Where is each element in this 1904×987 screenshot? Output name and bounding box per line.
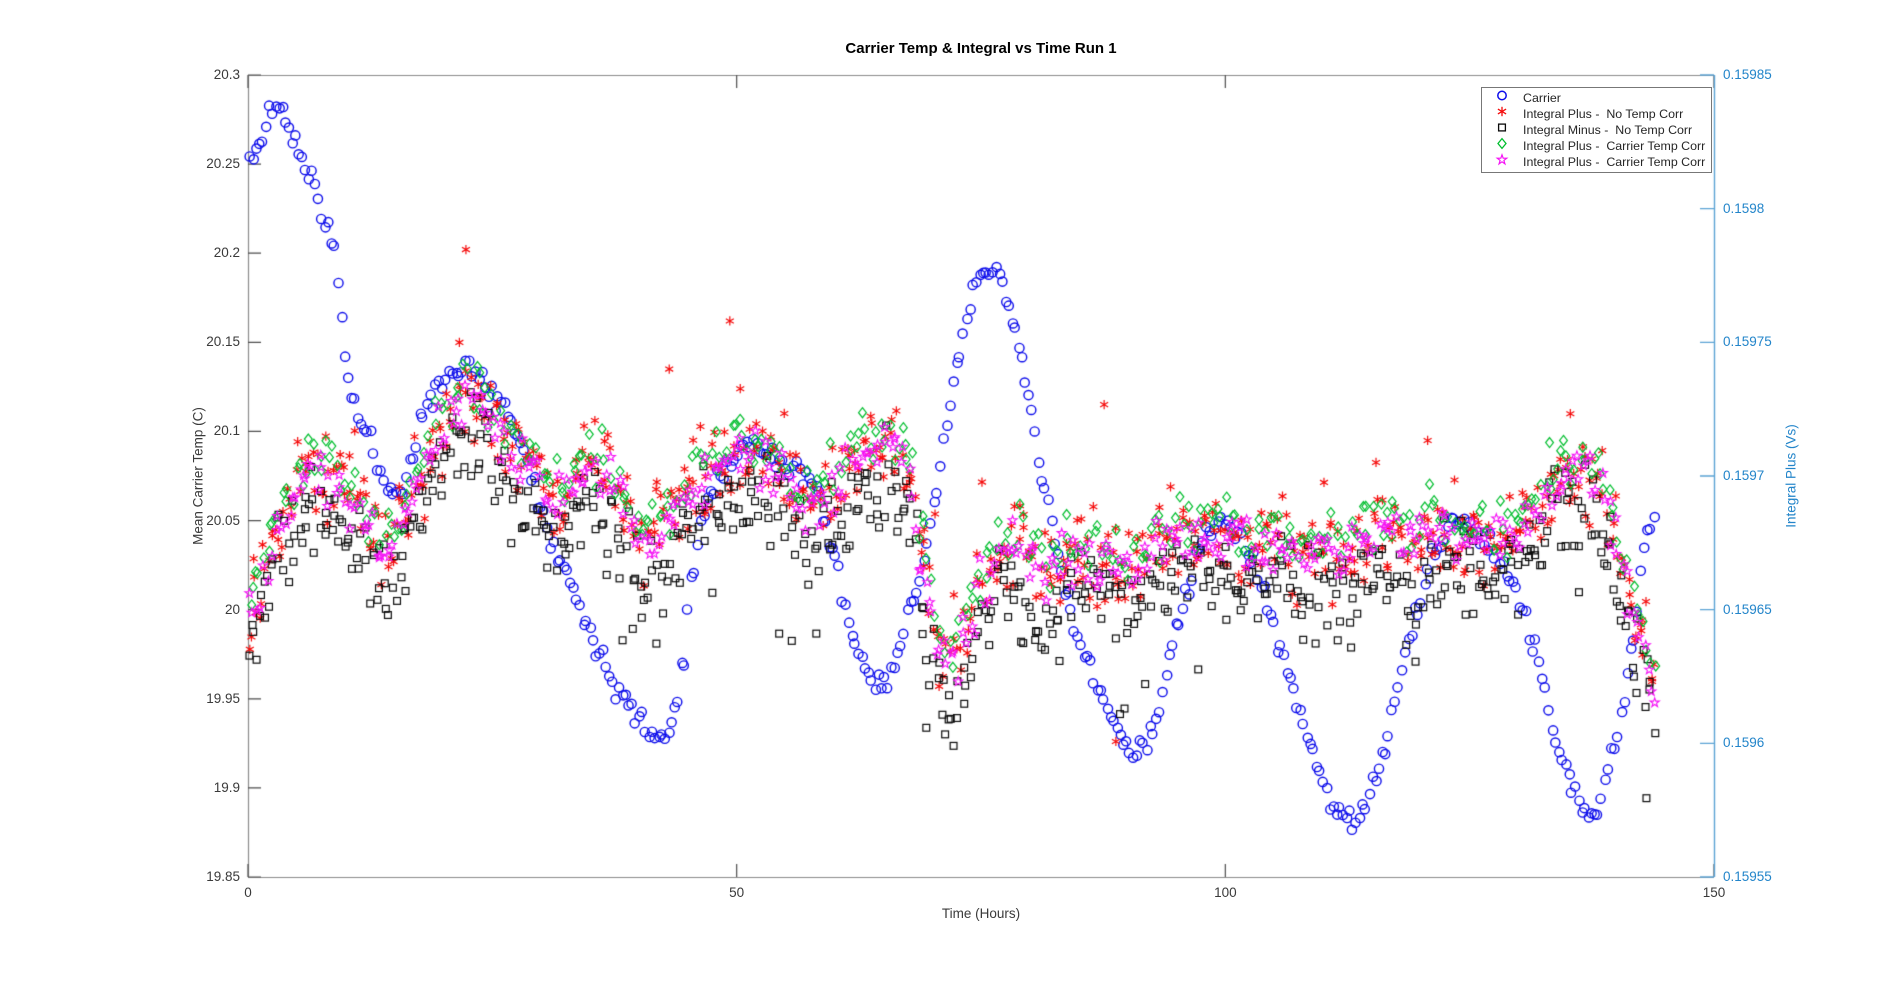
y-left-tick-label: 20 [224, 601, 240, 617]
y-right-tick-label: 0.15975 [1723, 334, 1772, 350]
legend-row: Integral Minus - No Temp Corr [1482, 122, 1711, 138]
y-right-tick-label: 0.15985 [1723, 67, 1772, 82]
y-left-tick-label: 20.25 [206, 156, 240, 172]
diamond-marker-icon [1493, 136, 1511, 156]
x-tick-label: 0 [244, 885, 252, 900]
y-left-tick-label: 20.2 [213, 245, 240, 261]
x-axis-label: Time (Hours) [941, 906, 1021, 921]
pentagram-marker-icon [1493, 152, 1511, 172]
y-left-tick-label: 19.9 [213, 779, 240, 795]
y-right-tick-label: 0.15965 [1723, 601, 1772, 617]
x-tick-label: 150 [1702, 885, 1726, 900]
y-right-tick-label: 0.1597 [1723, 468, 1765, 483]
x-tick-label: 100 [1214, 885, 1237, 900]
y-right-tick-label: 0.15955 [1723, 869, 1772, 884]
legend: Carrier Integral Plus - No Temp Corr Integ… [1481, 87, 1712, 173]
x-tick-label: 50 [729, 885, 745, 900]
y-left-tick-label: 19.95 [206, 690, 240, 706]
legend-row: Integral Plus - Carrier Temp Corr [1482, 136, 1711, 156]
circle-marker-icon [1493, 88, 1511, 108]
legend-row: Integral Plus - Carrier Temp Corr [1482, 152, 1711, 172]
asterisk-marker-icon [1493, 104, 1511, 124]
square-marker-icon [1493, 120, 1511, 140]
y-right-tick-label: 0.1598 [1723, 200, 1765, 216]
legend-label: Integral Minus - No Temp Corr [1523, 123, 1693, 137]
y-left-tick-label: 19.85 [206, 869, 240, 884]
y-left-tick-label: 20.05 [206, 512, 240, 528]
legend-row: Integral Plus - No Temp Corr [1482, 106, 1711, 122]
y-left-tick-label: 20.1 [213, 423, 240, 439]
legend-label: Integral Plus - No Temp Corr [1523, 106, 1684, 121]
legend-label: Carrier [1523, 90, 1561, 105]
legend-label: Integral Plus - Carrier Temp Corr [1523, 139, 1706, 154]
legend-row: Carrier [1482, 90, 1711, 106]
y-right-axis-label: Integral Plus (Vs) [1783, 424, 1799, 528]
y-left-tick-label: 20.15 [206, 334, 240, 350]
legend-label: Integral Plus - Carrier Temp Corr [1523, 155, 1706, 170]
y-left-tick-label: 20.3 [213, 67, 240, 82]
chart-title: Carrier Temp & Integral vs Time Run 1 [845, 40, 1117, 57]
y-right-tick-label: 0.1596 [1723, 735, 1765, 751]
